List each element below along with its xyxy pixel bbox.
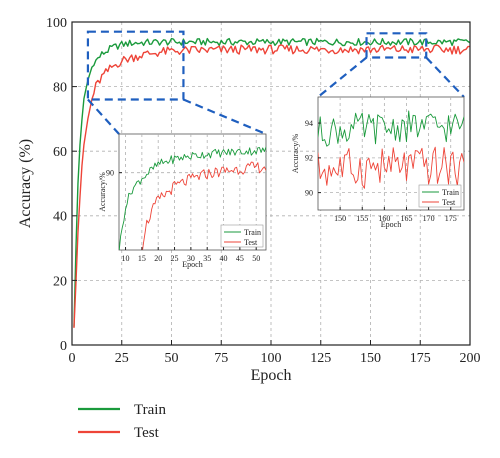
series-line-test: [73, 44, 470, 329]
x-axis-label: Epoch: [251, 367, 292, 384]
x-axis-label: Epoch: [381, 220, 401, 229]
y-tick-label: 90: [106, 168, 114, 177]
y-tick-label: 94: [305, 119, 313, 128]
inset-legend-label: Test: [442, 198, 456, 207]
inset-legend-label: Train: [442, 188, 459, 197]
y-axis-label: Accuracy (%): [17, 139, 34, 228]
x-tick-label: 50: [252, 254, 260, 263]
x-tick-label: 175: [410, 351, 431, 366]
x-tick-label: 75: [214, 351, 228, 366]
y-tick-label: 20: [53, 274, 67, 289]
y-axis-label: Accuracy/%: [98, 172, 107, 212]
inset-legend-label: Train: [244, 228, 261, 237]
zoom-indicators: [86, 30, 465, 136]
x-tick-label: 160: [378, 214, 390, 223]
x-tick-label: 20: [154, 254, 162, 263]
x-tick-label: 170: [423, 214, 435, 223]
x-tick-label: 175: [445, 214, 457, 223]
zoom-box-early: [86, 30, 185, 101]
x-axis-label: Epoch: [182, 260, 202, 269]
legend-test-label: Test: [134, 425, 160, 441]
series-line-train: [119, 146, 266, 250]
x-tick-label: 125: [310, 351, 331, 366]
x-tick-label: 100: [261, 351, 282, 366]
y-tick-label: 90: [305, 188, 313, 197]
leader-line-late-right: [425, 56, 465, 98]
series-line-train: [73, 37, 470, 328]
x-tick-label: 0: [69, 351, 76, 366]
inset-early-epochs: 10 15 20 25 30 35 40 45 50 90 Epoch Accuracy/% Train…: [98, 133, 267, 269]
x-tick-label: 25: [115, 351, 129, 366]
inset-late-epochs: 150 155 160 165 170 175 90 92 94 Epoch Accuracy/% T…: [291, 96, 465, 229]
x-tick-label: 35: [203, 254, 211, 263]
y-tick-label: 80: [53, 81, 67, 96]
y-tick-label: 100: [46, 16, 67, 31]
x-tick-label: 15: [138, 254, 146, 263]
x-tick-label: 10: [122, 254, 130, 263]
main-plot-area: 0 25 50 75 100 125 150 175 200020406080100EpochA…: [17, 16, 481, 384]
x-tick-label: 165: [400, 214, 412, 223]
y-tick-label: 92: [305, 154, 313, 163]
x-tick-label: 150: [334, 214, 346, 223]
leader-line-late-left: [317, 56, 368, 98]
legend: Train Test: [78, 402, 166, 441]
x-tick-label: 155: [356, 214, 368, 223]
x-tick-label: 30: [187, 254, 195, 263]
y-tick-label: 0: [60, 339, 67, 354]
x-tick-label: 25: [171, 254, 179, 263]
series-line-test: [142, 161, 266, 250]
x-tick-label: 150: [360, 351, 381, 366]
series-line-train: [318, 110, 464, 147]
legend-train-label: Train: [134, 402, 166, 418]
x-tick-label: 45: [236, 254, 244, 263]
leader-line-early-left: [87, 98, 120, 135]
series-line-test: [318, 146, 464, 189]
y-tick-label: 60: [53, 145, 67, 160]
leader-line-early-right: [183, 98, 267, 136]
y-axis-label: Accuracy/%: [291, 133, 300, 173]
y-tick-label: 40: [53, 210, 67, 225]
x-tick-label: 40: [220, 254, 228, 263]
inset-legend-label: Test: [244, 238, 258, 247]
zoom-box-late: [365, 32, 428, 59]
x-tick-label: 200: [460, 351, 481, 366]
x-tick-label: 50: [165, 351, 179, 366]
